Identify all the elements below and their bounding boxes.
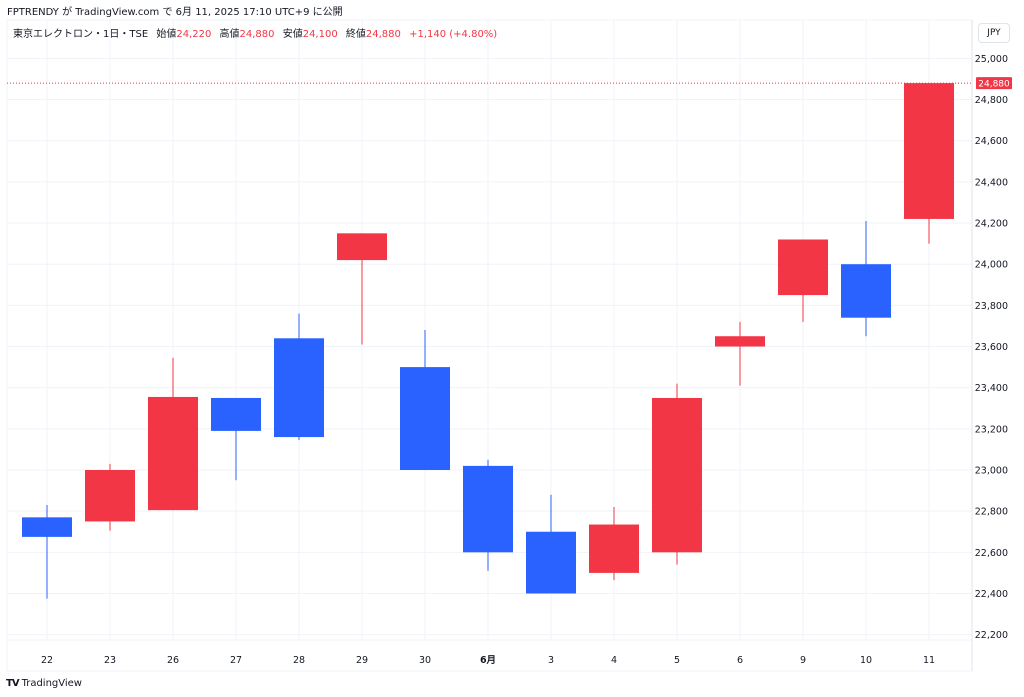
close-label: 終値: [345, 29, 366, 40]
candle-body: [589, 524, 639, 573]
candle-body: [904, 83, 954, 219]
close-value: 24,880: [365, 29, 401, 40]
x-tick-label: 9: [800, 655, 806, 666]
x-tick-label: 29: [356, 655, 368, 666]
x-tick-label: 22: [41, 655, 53, 666]
y-tick-label: 22,200: [975, 630, 1008, 641]
last-price-label: 24,880: [978, 80, 1010, 90]
y-tick-label: 24,600: [975, 136, 1008, 147]
y-tick-label: 23,200: [975, 424, 1008, 435]
plot-frame: [6, 19, 973, 672]
candle-body: [22, 517, 72, 537]
x-tick-label: 4: [611, 655, 617, 666]
x-tick-label: 3: [548, 655, 554, 666]
candle-body: [841, 264, 891, 318]
published-info: FPTRENDY が TradingView.com で 6月 11, 2025…: [7, 7, 343, 18]
candle-body: [85, 470, 135, 522]
open-value: 24,220: [176, 29, 212, 40]
last-price-badge: [976, 77, 1012, 90]
y-tick-label: 25,000: [975, 54, 1008, 65]
y-tick-label: 23,600: [975, 342, 1008, 353]
candle-body: [148, 396, 198, 511]
y-tick-label: 24,000: [975, 260, 1008, 271]
candle-body: [715, 336, 765, 347]
chart-legend: 東京エレクトロン・1日・TSE 始値24,220 高値24,880 安値24,1…: [13, 25, 497, 40]
high-label: 高値: [219, 29, 240, 40]
candle-body: [400, 367, 450, 470]
change-value: +1,140 (+4.80%): [409, 29, 498, 40]
candle-body: [526, 531, 576, 594]
tradingview-logo-icon: TV: [6, 678, 20, 689]
y-tick-label: 23,800: [975, 301, 1008, 312]
candle-body: [211, 397, 261, 431]
candle-body: [778, 239, 828, 296]
x-tick-label: 6月: [480, 655, 496, 666]
y-tick-label: 24,800: [975, 95, 1008, 106]
x-tick-label: 5: [674, 655, 680, 666]
x-tick-label: 11: [923, 655, 935, 666]
candle-body: [337, 233, 387, 261]
x-tick-label: 28: [293, 655, 305, 666]
y-tick-label: 23,000: [975, 466, 1008, 477]
open-label: 始値: [156, 29, 177, 40]
y-tick-label: 24,400: [975, 177, 1008, 188]
x-tick-label: 10: [860, 655, 872, 666]
x-tick-label: 6: [737, 655, 743, 666]
x-tick-label: 30: [419, 655, 431, 666]
tradingview-brand[interactable]: TV TradingView: [6, 678, 82, 689]
candle-body: [463, 465, 513, 553]
symbol-label: 東京エレクトロン・1日・TSE: [13, 29, 149, 40]
y-tick-label: 23,400: [975, 383, 1008, 394]
x-tick-label: 23: [104, 655, 116, 666]
y-tick-label: 22,800: [975, 507, 1008, 518]
currency-button[interactable]: JPY: [978, 23, 1010, 43]
candle-body: [652, 397, 702, 553]
x-tick-label: 26: [167, 655, 179, 666]
x-tick-label: 27: [230, 655, 242, 666]
low-label: 安値: [282, 29, 303, 40]
high-value: 24,880: [239, 29, 275, 40]
brand-name: TradingView: [21, 678, 82, 689]
y-tick-label: 24,200: [975, 219, 1008, 230]
y-tick-label: 22,600: [975, 548, 1008, 559]
y-tick-label: 22,400: [975, 589, 1008, 600]
low-value: 24,100: [302, 29, 338, 40]
candle-body: [274, 338, 324, 438]
